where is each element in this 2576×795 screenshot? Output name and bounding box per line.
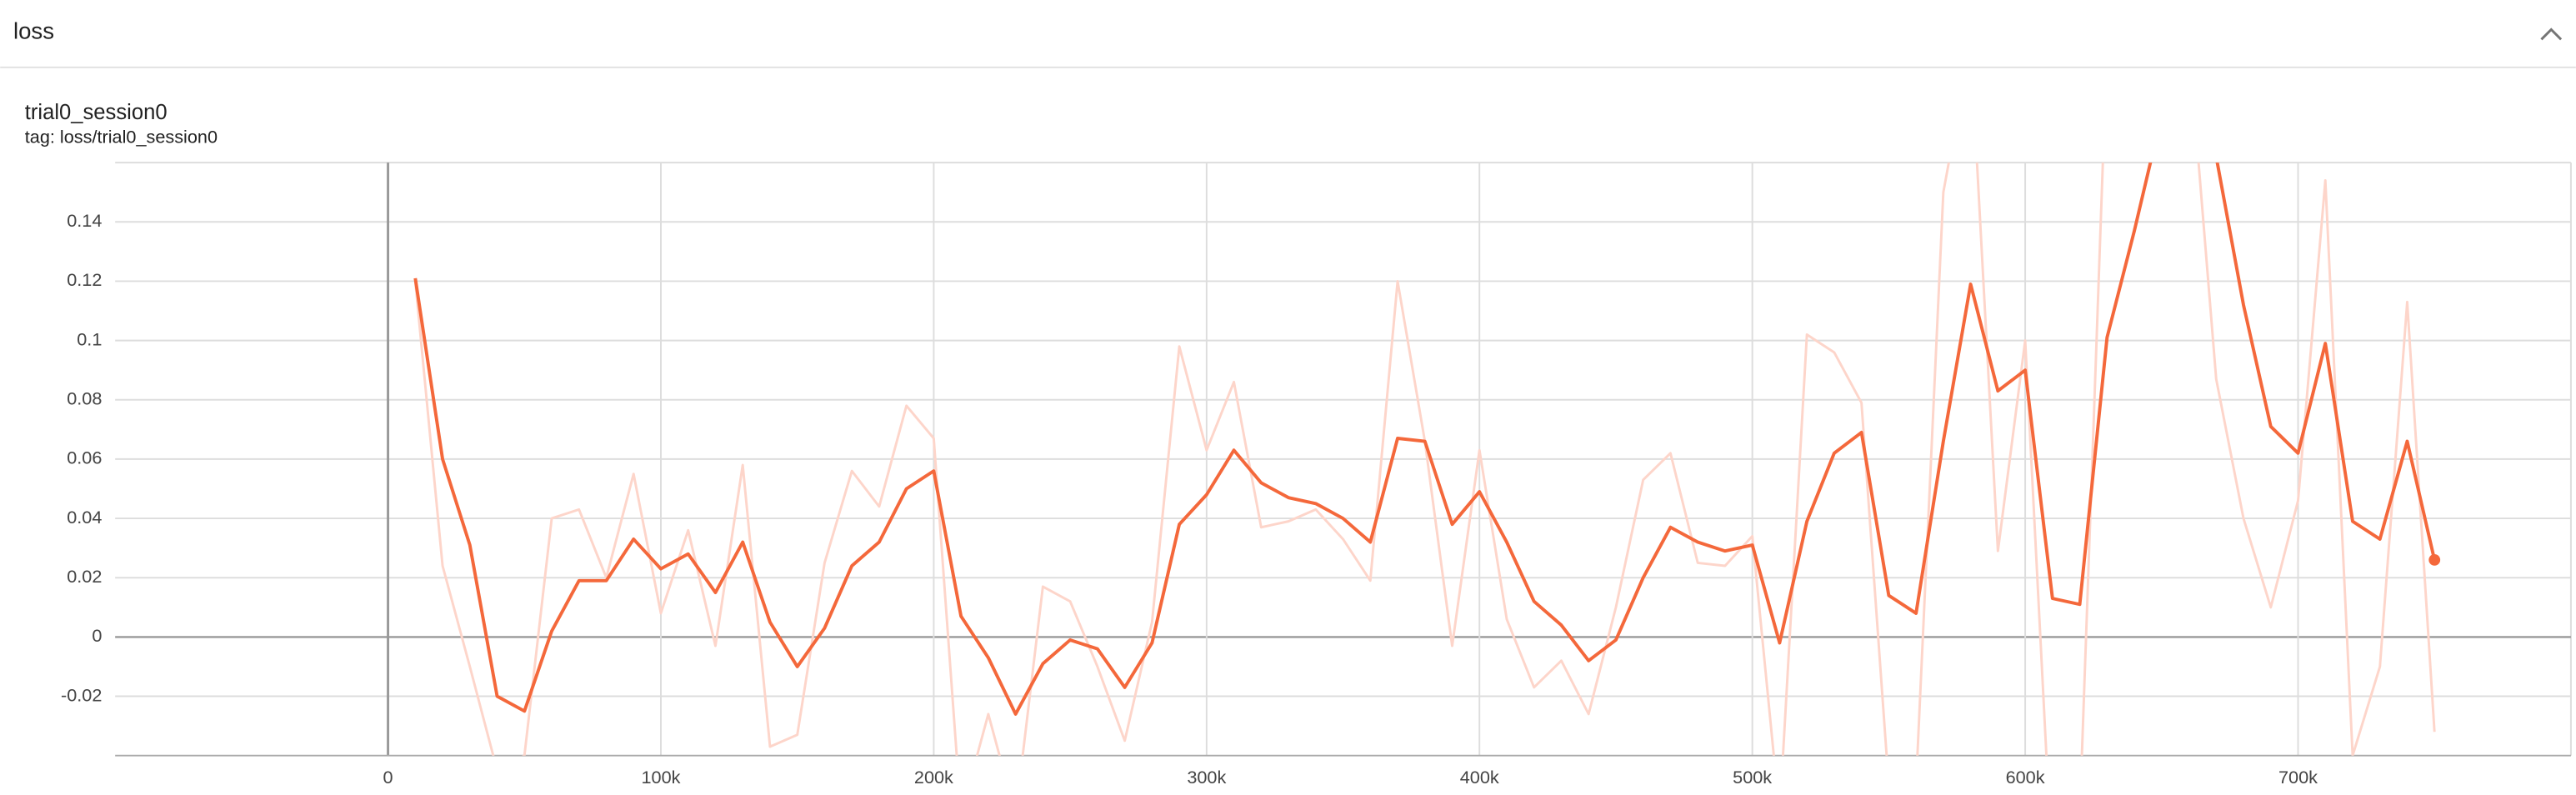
y-tick-label: 0.08 [67,388,102,408]
end-marker [2428,553,2441,566]
x-tick-label: 100k [641,767,680,788]
y-tick-label: 0.06 [67,448,102,468]
x-tick-label: 200k [914,767,953,788]
y-tick-label: 0.02 [67,566,102,587]
plot: -0.02 0 0.02 0.04 0.06 0.08 0.1 0.12 0.14 0 100k 20… [61,162,2572,788]
x-tick-label: 400k [1460,767,1499,788]
y-tick-label: 0.14 [67,210,102,231]
x-tick-label: 600k [2006,767,2045,788]
chart-subtitle: tag: loss/trial0_session0 [25,126,218,147]
y-tick-label: 0 [92,625,102,646]
series-group [413,162,2437,756]
y-tick-label: 0.04 [67,507,102,528]
series-line [413,162,2437,716]
x-tick-label: 300k [1187,767,1226,788]
collapse-icon[interactable] [2540,28,2563,41]
series-line [413,162,2436,756]
y-tick-label: -0.02 [61,684,102,705]
y-tick-label: 0.12 [67,269,102,290]
x-tick-label: 500k [1733,767,1772,788]
x-tick-label: 700k [2278,767,2318,788]
chart-title: trial0_session0 [25,101,168,124]
y-tick-label: 0.1 [77,328,102,349]
x-tick-label: 0 [383,767,393,788]
card-title: loss [13,18,54,44]
card-header[interactable] [0,0,2576,68]
